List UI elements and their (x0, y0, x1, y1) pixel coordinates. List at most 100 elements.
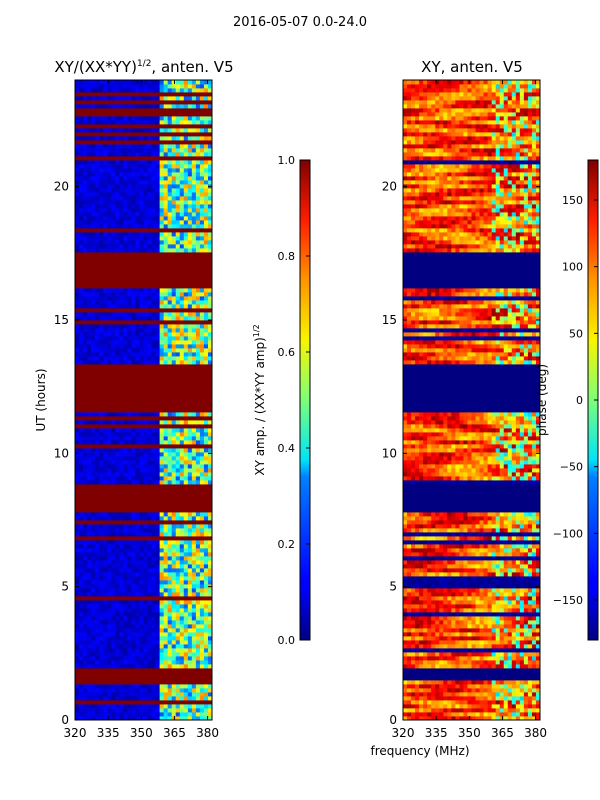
heatmap-cell (139, 464, 144, 469)
heatmap-cell (191, 632, 197, 637)
heatmap-cell (75, 156, 80, 161)
heatmap-cell (151, 472, 156, 477)
heatmap-cell (139, 284, 144, 289)
heatmap-cell (175, 568, 181, 573)
heatmap-cell (203, 524, 209, 529)
heatmap-cell (175, 624, 181, 629)
heatmap-cell (163, 652, 169, 657)
heatmap-cell (207, 484, 212, 489)
heatmap-cell (79, 616, 84, 621)
heatmap-cell (135, 556, 140, 561)
heatmap-cell (147, 616, 152, 621)
heatmap-cell (103, 192, 108, 197)
heatmap-cell (83, 328, 88, 333)
heatmap-cell (95, 264, 100, 269)
heatmap-cell (187, 604, 193, 609)
heatmap-cell (147, 244, 152, 249)
heatmap-cell (119, 288, 124, 293)
heatmap-cell (135, 180, 140, 185)
heatmap-cell (75, 308, 80, 313)
heatmap-cell (167, 344, 173, 349)
heatmap-cell (147, 344, 152, 349)
heatmap-cell (83, 544, 88, 549)
heatmap-cell (187, 308, 193, 313)
heatmap-cell (139, 252, 144, 257)
heatmap-cell (83, 688, 88, 693)
heatmap-cell (87, 504, 92, 509)
heatmap-cell (203, 600, 209, 605)
heatmap-cell (167, 300, 173, 305)
heatmap-cell (191, 588, 197, 593)
heatmap-cell (195, 524, 201, 529)
heatmap-cell (207, 268, 212, 273)
heatmap-cell (119, 276, 124, 281)
heatmap-cell (87, 436, 92, 441)
heatmap-cell (91, 252, 96, 257)
heatmap-cell (147, 496, 152, 501)
heatmap-cell (143, 680, 148, 685)
heatmap-cell (171, 504, 177, 509)
heatmap-cell (167, 708, 173, 713)
heatmap-cell (183, 600, 189, 605)
heatmap-cell (91, 208, 96, 213)
heatmap-cell (107, 352, 112, 357)
heatmap-cell (95, 332, 100, 337)
heatmap-cell (87, 416, 92, 421)
heatmap-cell (111, 432, 116, 437)
heatmap-cell (155, 644, 161, 649)
heatmap-cell (191, 200, 197, 205)
heatmap-cell (123, 568, 128, 573)
heatmap-cell (103, 540, 108, 545)
heatmap-cell (103, 360, 108, 365)
heatmap-cell (115, 192, 120, 197)
heatmap-cell (103, 588, 108, 593)
heatmap-cell (87, 412, 92, 417)
heatmap-cell (155, 368, 161, 373)
heatmap-cell (111, 592, 116, 597)
heatmap-cell (195, 324, 201, 329)
heatmap-cell (163, 276, 169, 281)
heatmap-cell (127, 356, 132, 361)
heatmap-cell (103, 584, 108, 589)
heatmap-cell (179, 668, 185, 673)
heatmap-cell (159, 624, 165, 629)
heatmap-cell (127, 240, 132, 245)
heatmap-cell (187, 176, 193, 181)
heatmap-cell (103, 716, 108, 720)
heatmap-cell (155, 284, 161, 289)
heatmap-cell (167, 712, 173, 717)
heatmap-cell (139, 340, 144, 345)
heatmap-cell (171, 628, 177, 633)
heatmap-cell (183, 348, 189, 353)
heatmap-cell (135, 552, 140, 557)
heatmap-cell (199, 560, 205, 565)
heatmap-cell (171, 524, 177, 529)
heatmap-cell (131, 692, 136, 697)
heatmap-cell (191, 296, 197, 301)
heatmap-cell (103, 164, 108, 169)
heatmap-cell (95, 380, 100, 385)
heatmap-cell (159, 164, 165, 169)
heatmap-cell (187, 192, 193, 197)
heatmap-cell (159, 428, 165, 433)
heatmap-cell (183, 544, 189, 549)
heatmap-cell (127, 316, 132, 321)
heatmap-cell (103, 132, 108, 137)
heatmap-cell (191, 660, 197, 665)
heatmap-cell (199, 600, 205, 605)
heatmap-cell (111, 680, 116, 685)
heatmap-cell (119, 572, 124, 577)
heatmap-cell (135, 636, 140, 641)
heatmap-cell (175, 348, 181, 353)
heatmap-cell (175, 248, 181, 253)
heatmap-cell (143, 324, 148, 329)
heatmap-cell (191, 160, 197, 165)
heatmap-cell (203, 332, 209, 337)
heatmap-cell (115, 432, 120, 437)
heatmap-cell (127, 472, 132, 477)
heatmap-cell (135, 364, 140, 369)
heatmap-cell (91, 300, 96, 305)
heatmap-cell (163, 428, 169, 433)
heatmap-cell (203, 272, 209, 277)
heatmap-cell (199, 464, 205, 469)
